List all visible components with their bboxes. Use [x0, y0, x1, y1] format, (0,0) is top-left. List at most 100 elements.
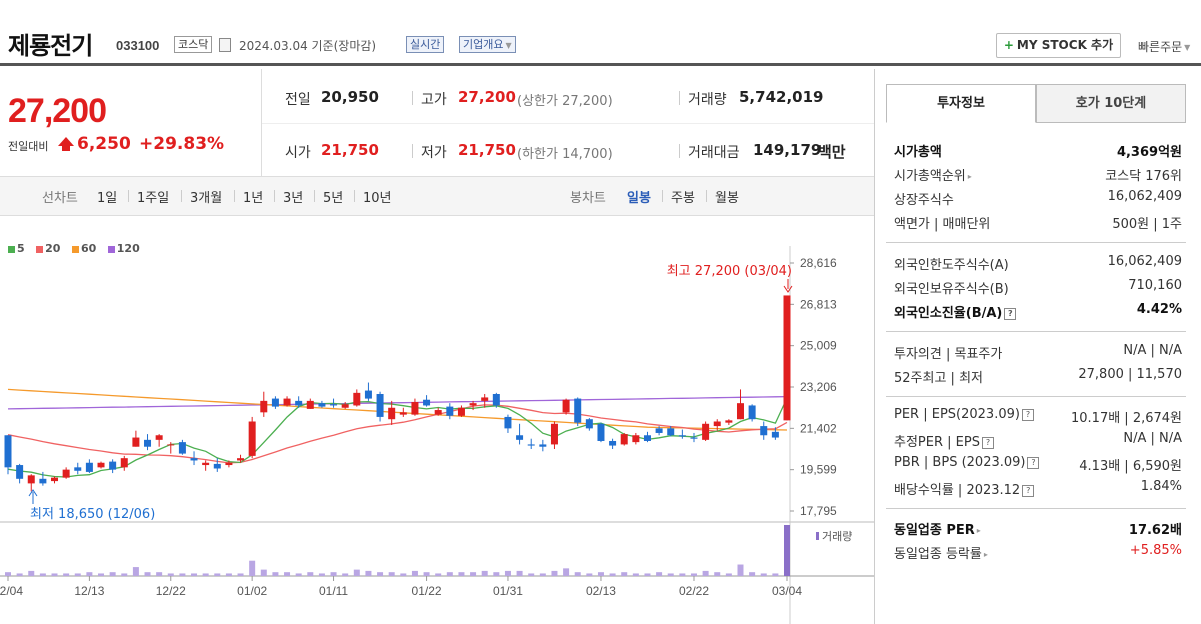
- x-tick-label: 03/04: [772, 584, 802, 598]
- volume-bar: [167, 573, 174, 576]
- chevron-down-icon: ▼: [505, 40, 512, 50]
- change-value: 6,250: [77, 134, 131, 154]
- legend-ma5: 5: [17, 242, 25, 255]
- candle-weekly[interactable]: 주봉: [671, 191, 695, 206]
- volume-bar: [272, 572, 279, 576]
- candle-body: [504, 416, 512, 429]
- market-cap-value: 4,369억원: [1116, 145, 1182, 160]
- chevron-right-icon: ▸: [967, 172, 972, 181]
- help-icon[interactable]: ?: [1022, 484, 1035, 497]
- volume-bar: [516, 570, 523, 576]
- candle-body: [190, 458, 198, 461]
- candle-body: [271, 398, 279, 407]
- quick-order-label: 빠른주문: [1138, 40, 1183, 54]
- help-icon[interactable]: ?: [981, 436, 994, 449]
- candle-daily[interactable]: 일봉: [627, 191, 651, 206]
- x-tick-label: 12/13: [74, 584, 104, 598]
- candle-monthly[interactable]: 월봉: [715, 191, 739, 206]
- divider: [128, 190, 129, 202]
- foreign-hold-row: 외국인보유주식수(B) 710,160: [894, 278, 1182, 302]
- shares-row: 상장주식수 16,062,409: [894, 189, 1182, 213]
- industry-per-row[interactable]: 동일업종 PER ▸ 17.62배: [894, 519, 1182, 543]
- candle-body: [550, 423, 558, 445]
- add-mystock-button[interactable]: + MY STOCK 추가: [996, 33, 1121, 58]
- candle-body: [74, 467, 82, 471]
- candlestick-chart[interactable]: 28,616 26,813 25,009 23,206 21,402 19,599 17,7…: [0, 216, 874, 624]
- volume-bar: [458, 572, 465, 576]
- volume-bar: [191, 573, 198, 576]
- foreign-rate-row: 외국인소진율(B/A)? 4.42%: [894, 302, 1182, 326]
- volume-bar: [400, 573, 407, 576]
- y-tick-label: 21,402: [800, 421, 837, 435]
- chart-legend: 5 20 60 120: [8, 242, 140, 255]
- period-1y[interactable]: 1년: [243, 191, 264, 206]
- candle-body: [364, 390, 372, 399]
- volume-bar: [411, 570, 418, 576]
- candle-body: [667, 428, 675, 436]
- section-divider: [886, 331, 1186, 332]
- candle-chart-label: 봉차트: [570, 191, 606, 206]
- volume-label: 거래량: [822, 530, 852, 543]
- dividend-row: 배당수익률 | 2023.12? 1.84%: [894, 479, 1182, 503]
- price-box: [0, 69, 262, 176]
- volume-bar: [86, 572, 93, 576]
- section-divider: [886, 508, 1186, 509]
- volume-bar: [63, 573, 70, 576]
- candle-body: [539, 444, 547, 447]
- candle-body: [713, 421, 721, 427]
- help-icon[interactable]: ?: [1027, 456, 1040, 469]
- candle-body: [283, 398, 291, 406]
- volume-bar: [760, 573, 767, 576]
- trading-amount-label: 거래대금: [688, 145, 740, 161]
- candle-body: [446, 406, 454, 416]
- candle-body: [109, 461, 117, 470]
- change-percent: +29.83%: [139, 134, 225, 154]
- ma20-line: [7, 404, 788, 464]
- shares-value: 16,062,409: [1107, 189, 1182, 204]
- divider: [706, 190, 707, 202]
- volume-bar: [772, 573, 779, 576]
- candle-body: [260, 400, 268, 413]
- candle-body: [4, 435, 12, 468]
- quick-order-button[interactable]: 빠른주문 ▼: [1138, 38, 1190, 55]
- company-overview-label: 기업개요: [463, 38, 504, 51]
- par-label: 액면가 | 매매단위: [894, 217, 991, 232]
- industry-rate-row[interactable]: 동일업종 등락률 ▸ +5.85%: [894, 543, 1182, 567]
- lower-limit: (하한가 14,700): [517, 147, 613, 162]
- up-arrow-icon: [58, 137, 74, 146]
- candle-body: [202, 462, 210, 466]
- tab-invest-info[interactable]: 투자정보: [886, 84, 1036, 123]
- realtime-button[interactable]: 실시간: [406, 36, 445, 53]
- cap-rank-label: 시가총액순위 ▸: [894, 169, 972, 184]
- volume-bar: [597, 572, 604, 576]
- company-overview-dropdown[interactable]: 기업개요 ▼: [459, 36, 516, 53]
- cap-rank-row[interactable]: 시가총액순위 ▸ 코스닥 176위: [894, 165, 1182, 189]
- period-3m[interactable]: 3개월: [190, 191, 223, 206]
- candle-body: [760, 426, 768, 436]
- volume-bar: [5, 572, 11, 576]
- market-cap-row: 시가총액 4,369억원: [894, 141, 1182, 165]
- period-1w[interactable]: 1주일: [137, 191, 170, 206]
- candle-body: [167, 444, 175, 446]
- tab-order-book[interactable]: 호가 10단계: [1036, 84, 1186, 123]
- period-3y[interactable]: 3년: [283, 191, 304, 206]
- volume-bar: [504, 570, 511, 576]
- volume-bar: [737, 564, 744, 576]
- y-tick-label: 26,813: [800, 297, 837, 311]
- period-1d[interactable]: 1일: [97, 191, 118, 206]
- period-10y[interactable]: 10년: [363, 191, 392, 206]
- candle-body: [585, 419, 593, 429]
- low-value: 21,750: [458, 141, 516, 159]
- x-tick-label: 02/22: [679, 584, 709, 598]
- volume-bar: [749, 572, 756, 576]
- period-5y[interactable]: 5년: [323, 191, 344, 206]
- volume-bar: [574, 572, 581, 576]
- help-icon[interactable]: ?: [1004, 307, 1017, 320]
- current-price: 27,200: [8, 92, 107, 130]
- volume-bar: [377, 572, 384, 576]
- industry-per-label: 동일업종 PER ▸: [894, 523, 981, 538]
- help-icon[interactable]: ?: [1021, 408, 1034, 421]
- volume-bar: [179, 573, 186, 576]
- candle-body: [144, 439, 152, 447]
- candle-body: [120, 458, 128, 468]
